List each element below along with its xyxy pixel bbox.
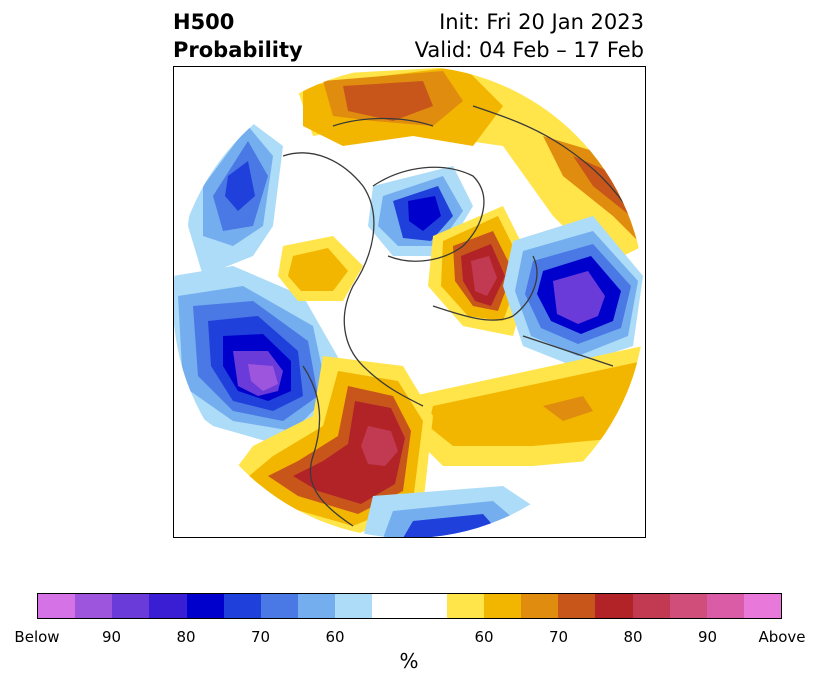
colorbar-tick-label: 80	[176, 628, 196, 646]
coastlines	[282, 105, 634, 527]
colorbar-segment	[38, 594, 76, 618]
colorbar-unit: %	[399, 649, 419, 673]
colorbar-tick-label: 90	[101, 628, 122, 646]
colorbar-tick-label: 60	[474, 628, 494, 646]
colorbar-tick-label: Below	[14, 628, 60, 646]
colorbar-segment	[409, 594, 447, 618]
colorbar-segment	[446, 594, 484, 618]
colorbar-segment	[260, 594, 299, 618]
colorbar	[37, 593, 782, 619]
colorbar-tick-label: 60	[325, 628, 345, 646]
colorbar-segment	[186, 594, 224, 618]
probability-field	[173, 66, 643, 538]
colorbar-segment	[521, 594, 559, 618]
probability-map	[173, 66, 646, 538]
colorbar-segment	[112, 594, 150, 618]
colorbar-segment	[298, 594, 336, 618]
colorbar-segment	[335, 594, 373, 618]
colorbar-segment	[149, 594, 187, 618]
colorbar-tick-label: Above	[758, 628, 806, 646]
colorbar-segment	[743, 594, 782, 618]
colorbar-tick-label: 80	[623, 628, 643, 646]
colorbar-segment	[632, 594, 670, 618]
init-date: Init: Fri 20 Jan 2023	[439, 10, 644, 34]
colorbar-tick-label: 70	[250, 628, 271, 646]
colorbar-segment	[372, 594, 410, 618]
map-frame	[173, 66, 646, 538]
colorbar-segment	[595, 594, 633, 618]
colorbar-segment	[75, 594, 113, 618]
title-left: H500 Probability	[173, 8, 303, 64]
title-metric: Probability	[173, 38, 303, 62]
colorbar-segment	[223, 594, 261, 618]
title-right: Init: Fri 20 Jan 2023 Valid: 04 Feb – 17…	[415, 8, 644, 64]
colorbar-segment	[669, 594, 707, 618]
colorbar-segment	[706, 594, 744, 618]
title-variable: H500	[173, 10, 235, 34]
colorbar-segment	[558, 594, 596, 618]
colorbar-tick-label: 70	[548, 628, 569, 646]
valid-range: Valid: 04 Feb – 17 Feb	[414, 38, 644, 62]
colorbar-tick-label: 90	[697, 628, 718, 646]
colorbar-segment	[483, 594, 522, 618]
